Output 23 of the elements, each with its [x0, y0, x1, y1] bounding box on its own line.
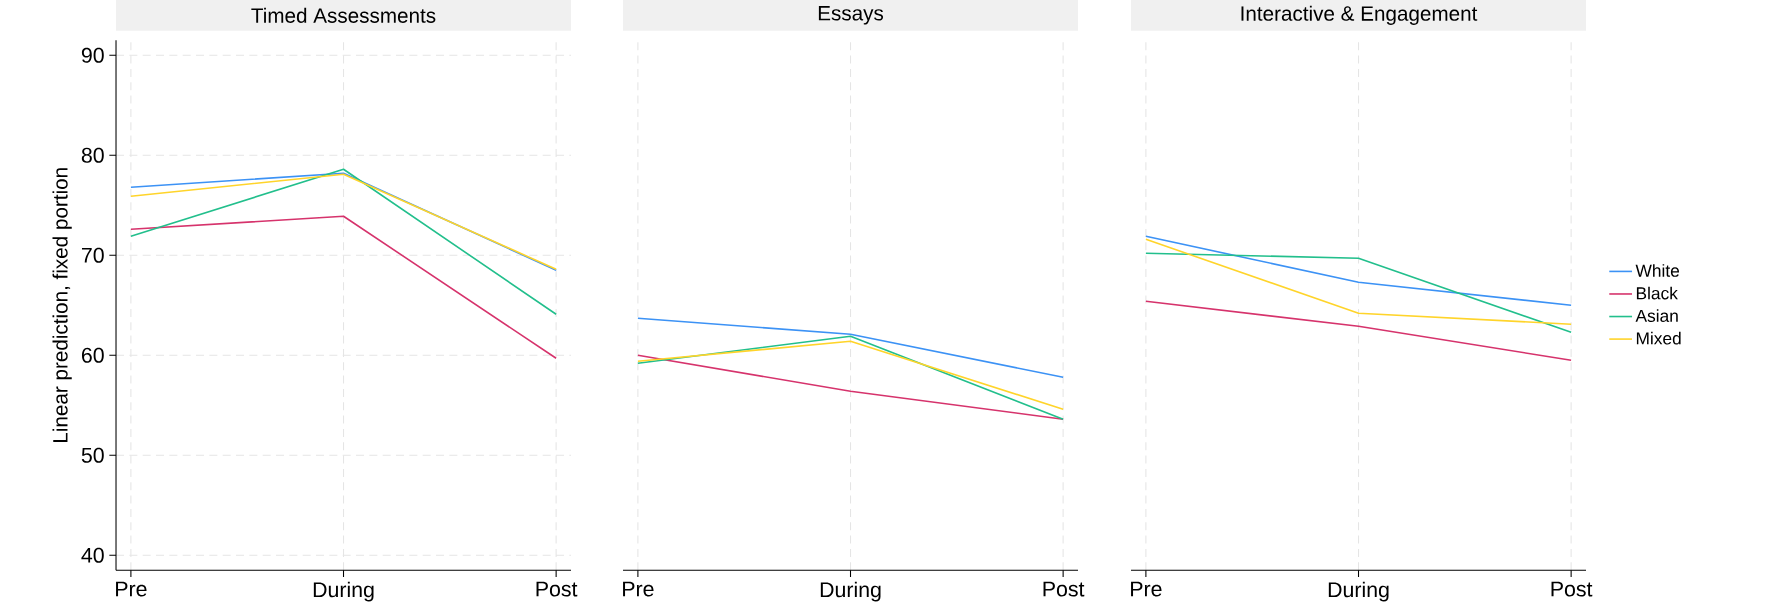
y-tick-label: 80	[81, 147, 104, 163]
x-tick-label: Post	[1551, 581, 1593, 597]
legend-label: Mixed	[1636, 331, 1681, 345]
legend-label: Asian	[1635, 309, 1678, 322]
x-tick-label: Pre	[1131, 581, 1162, 597]
legend-label: White	[1635, 264, 1680, 277]
y-tick-label: 40	[81, 547, 104, 563]
legend-label: Black	[1636, 286, 1678, 300]
chart-title: Essays	[818, 5, 884, 25]
x-tick-label: Pre	[116, 581, 147, 597]
x-tick-label: During	[313, 581, 374, 602]
chart-title: Interactive & Engagement	[1241, 5, 1478, 25]
x-tick-label: Post	[536, 581, 578, 597]
chart-title: Timed Assessments	[251, 7, 436, 23]
y-tick-label: 50	[81, 447, 104, 463]
y-tick-label: 60	[82, 347, 104, 363]
y-axis-title: Linear prediction, fixed portion	[52, 168, 72, 442]
x-tick-label: Post	[1043, 581, 1085, 597]
x-tick-label: Pre	[623, 581, 654, 597]
y-tick-label: 70	[82, 247, 104, 263]
y-tick-label: 90	[81, 47, 104, 63]
x-tick-label: During	[820, 581, 881, 602]
x-tick-label: During	[1328, 581, 1389, 602]
